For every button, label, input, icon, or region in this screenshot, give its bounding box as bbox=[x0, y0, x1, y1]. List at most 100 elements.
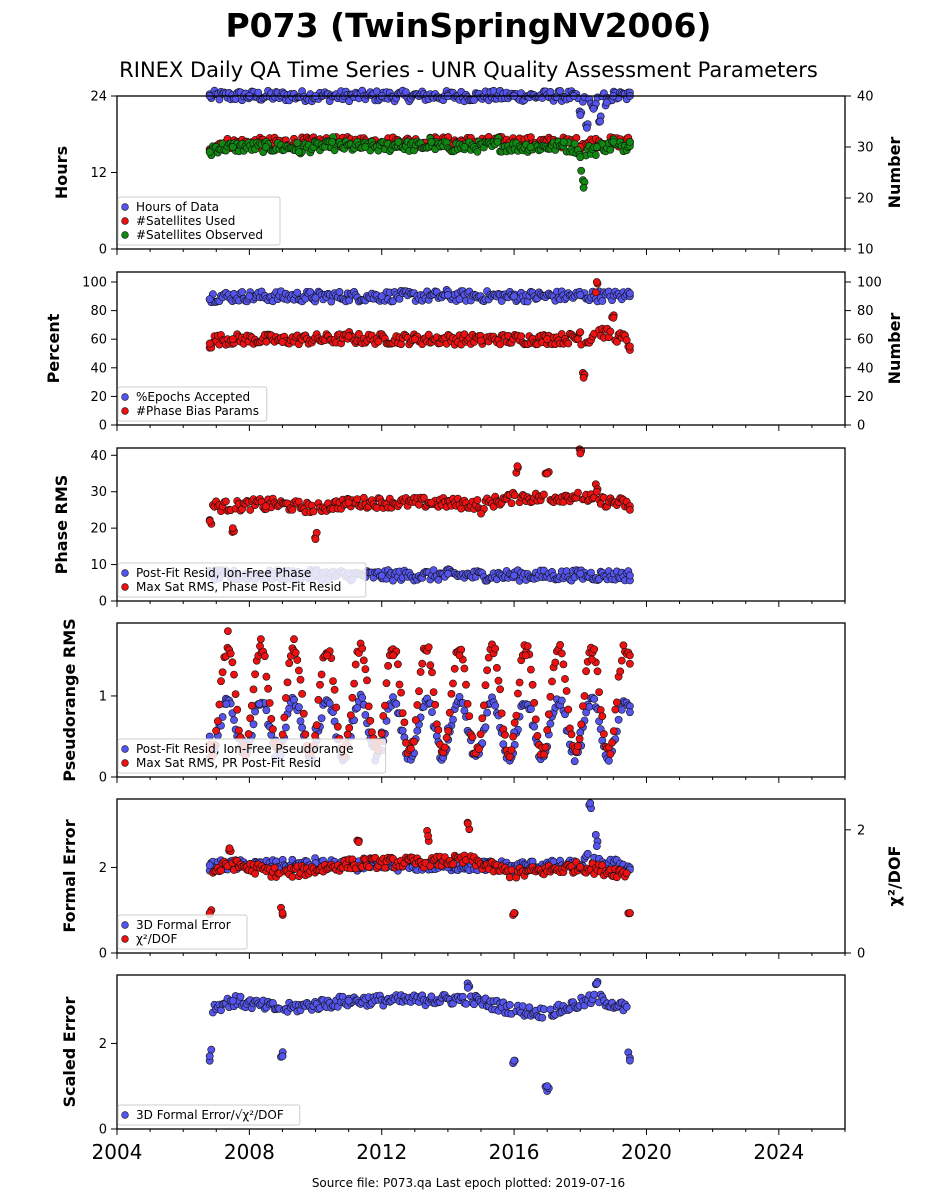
data-point bbox=[546, 692, 555, 701]
data-point bbox=[213, 717, 222, 726]
data-point bbox=[280, 713, 289, 722]
data-point bbox=[595, 688, 603, 696]
data-point bbox=[576, 728, 585, 737]
data-point bbox=[268, 725, 277, 734]
data-point bbox=[415, 687, 423, 696]
data-point bbox=[221, 497, 230, 506]
data-point bbox=[428, 708, 436, 716]
data-point bbox=[364, 863, 373, 871]
data-point bbox=[592, 278, 601, 286]
data-point bbox=[332, 703, 341, 712]
legend-marker bbox=[121, 393, 129, 401]
data-point bbox=[493, 137, 502, 146]
y-axis-label: Hours bbox=[52, 146, 71, 199]
data-point bbox=[262, 672, 271, 681]
data-point bbox=[317, 670, 326, 679]
y-tick-label: 0 bbox=[99, 243, 107, 258]
y-right-tick-label: 20 bbox=[857, 192, 874, 207]
data-point bbox=[521, 651, 530, 660]
data-point bbox=[559, 660, 568, 669]
data-point bbox=[564, 705, 573, 714]
data-point bbox=[442, 733, 451, 742]
data-point bbox=[574, 742, 582, 750]
data-point bbox=[576, 449, 585, 458]
data-point bbox=[510, 491, 519, 500]
data-point bbox=[556, 641, 564, 649]
data-point bbox=[296, 717, 305, 725]
series-3d-formal-error-dof bbox=[205, 978, 634, 1095]
data-point bbox=[298, 723, 306, 732]
data-point bbox=[577, 166, 586, 175]
data-point bbox=[538, 1013, 547, 1022]
data-point bbox=[410, 737, 418, 746]
data-point bbox=[579, 373, 588, 382]
data-point bbox=[449, 679, 457, 688]
data-point bbox=[523, 642, 532, 651]
data-point bbox=[616, 667, 625, 676]
data-point bbox=[363, 676, 371, 685]
data-point bbox=[344, 332, 353, 341]
data-point bbox=[281, 694, 290, 702]
data-point bbox=[278, 730, 287, 739]
data-point bbox=[293, 288, 302, 297]
data-point bbox=[463, 819, 472, 828]
data-point bbox=[491, 644, 500, 653]
data-point bbox=[567, 730, 576, 739]
y-tick-label: 20 bbox=[90, 522, 107, 537]
x-tick-label: 2004 bbox=[92, 1140, 143, 1164]
data-point bbox=[377, 292, 386, 301]
data-point bbox=[463, 700, 472, 708]
legend-label: #Satellites Observed bbox=[136, 228, 263, 242]
y-axis-right-label: Number bbox=[885, 313, 904, 385]
data-point bbox=[543, 1082, 552, 1091]
data-point bbox=[606, 750, 615, 758]
data-point bbox=[598, 297, 607, 305]
data-point bbox=[543, 726, 552, 734]
data-point bbox=[526, 143, 535, 151]
data-point bbox=[418, 659, 427, 668]
y-axis-label: Pseudorange RMS bbox=[60, 618, 79, 781]
data-point bbox=[518, 1002, 527, 1011]
data-point bbox=[255, 700, 264, 708]
data-point bbox=[389, 651, 398, 660]
data-point bbox=[505, 1001, 514, 1009]
data-point bbox=[293, 139, 302, 147]
data-point bbox=[476, 730, 485, 739]
data-point bbox=[205, 517, 214, 525]
data-point bbox=[427, 137, 436, 146]
legend-label: Max Sat RMS, PR Post-Fit Resid bbox=[136, 756, 321, 770]
data-point bbox=[411, 716, 420, 724]
data-point bbox=[576, 328, 585, 336]
data-point bbox=[261, 143, 270, 151]
y-tick-label: 0 bbox=[99, 419, 107, 434]
data-point bbox=[392, 700, 401, 708]
data-point bbox=[606, 327, 615, 336]
data-point bbox=[570, 139, 579, 148]
y-tick-label: 1 bbox=[99, 689, 107, 704]
data-point bbox=[398, 726, 407, 735]
data-point bbox=[366, 716, 375, 725]
data-point bbox=[427, 498, 436, 507]
y-right-tick-label: 0 bbox=[857, 947, 865, 962]
data-point bbox=[278, 1052, 287, 1061]
data-point bbox=[477, 509, 485, 518]
data-point bbox=[225, 844, 234, 853]
data-point bbox=[359, 493, 368, 502]
data-point bbox=[351, 660, 360, 669]
data-point bbox=[265, 699, 274, 707]
y-right-tick-label: 30 bbox=[857, 141, 874, 156]
legend-label: %Epochs Accepted bbox=[136, 390, 250, 404]
data-point bbox=[626, 909, 634, 917]
data-point bbox=[226, 649, 235, 658]
data-point bbox=[622, 1003, 631, 1011]
x-tick-label: 2012 bbox=[356, 1140, 407, 1164]
data-point bbox=[556, 87, 564, 95]
data-point bbox=[311, 731, 319, 740]
data-point bbox=[251, 869, 259, 878]
data-point bbox=[510, 909, 518, 917]
data-point bbox=[577, 720, 586, 729]
data-point bbox=[593, 667, 602, 676]
data-point bbox=[262, 337, 271, 346]
data-point bbox=[468, 733, 477, 741]
y-tick-label: 2 bbox=[99, 1037, 107, 1052]
